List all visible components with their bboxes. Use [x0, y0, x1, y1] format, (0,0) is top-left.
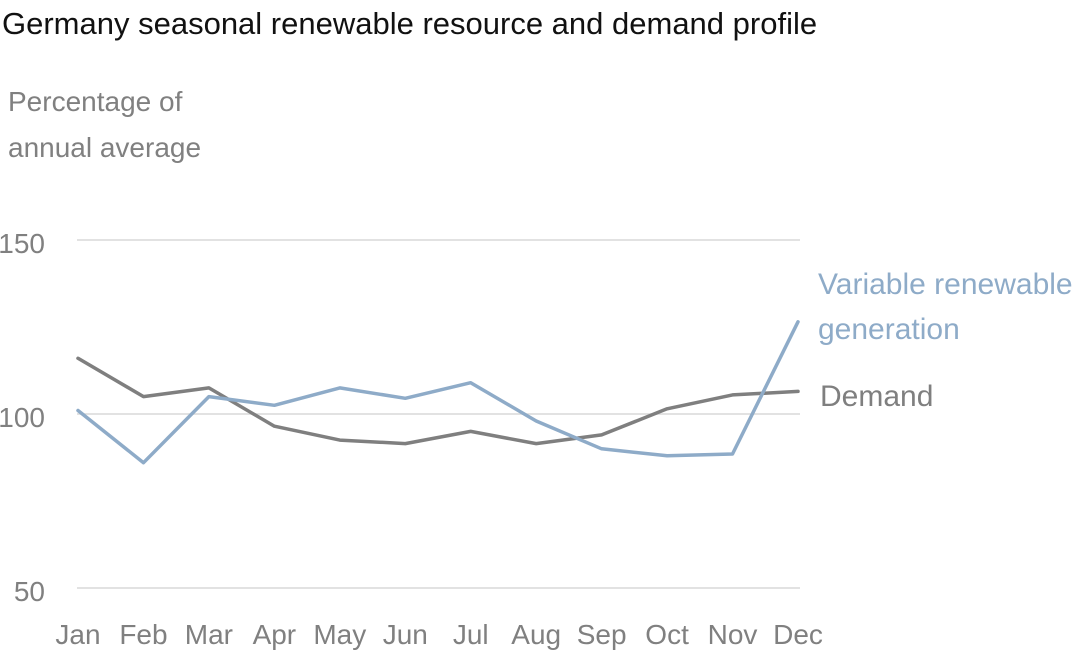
x-tick-label: May [313, 619, 366, 650]
y-tick-label: 100 [0, 402, 45, 433]
series-label-variable-renewable-generation: generation [818, 313, 960, 346]
y-tick-label: 50 [14, 576, 45, 607]
series-labels: Demand Variable renewable generation [818, 268, 1073, 413]
x-tick-label: Jun [383, 619, 428, 650]
series-line-demand [76, 356, 800, 446]
y-axis-label-line-1: Percentage of [8, 86, 183, 117]
x-tick-label: Aug [511, 619, 561, 650]
x-axis-ticks: Jan Feb Mar Apr May Jun Jul Aug Sep Oct Nov Dec [55, 619, 822, 650]
x-tick-label: Oct [645, 619, 689, 650]
x-tick-label: Feb [119, 619, 167, 650]
y-axis-label-line-2: annual average [8, 132, 201, 163]
x-tick-label: Jul [453, 619, 489, 650]
series-line-variable-renewable-generation [76, 320, 800, 465]
series-label-demand: Demand [820, 380, 933, 413]
y-tick-label: 150 [0, 228, 45, 259]
x-tick-label: Mar [185, 619, 233, 650]
chart-title: Germany seasonal renewable resource and … [2, 6, 817, 41]
series-lines [76, 320, 800, 465]
x-tick-label: Apr [253, 619, 297, 650]
x-tick-label: Sep [577, 619, 627, 650]
x-tick-label: Jan [55, 619, 100, 650]
x-tick-label: Dec [773, 619, 823, 650]
gridlines [77, 239, 800, 589]
x-tick-label: Nov [708, 619, 758, 650]
series-label-variable-renewable-generation: Variable renewable [818, 268, 1073, 301]
y-axis-ticks: 50 100 150 [0, 228, 45, 607]
